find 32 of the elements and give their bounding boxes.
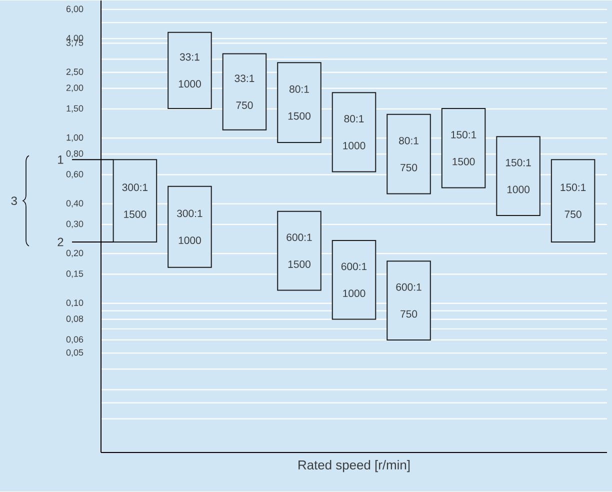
text: 80:1 750 [399,137,418,172]
y-tick-label: 0,40 [66,200,84,208]
y-tick-label: 6,00 [66,6,84,14]
text: 33:1 1000 [178,54,201,88]
y-tick-label: 1,00 [66,134,84,142]
y-tick-label: 0,20 [66,250,84,258]
text: 80:1 1000 [343,115,366,150]
text: 300:1 1500 [122,184,148,218]
y-tick-label: 0,80 [66,150,84,158]
text: 1 [58,156,64,164]
y-tick-label: 0,05 [66,350,84,357]
y-tick-label: 0,15 [66,270,84,278]
y-tick-label: 0,10 [66,300,84,308]
x-axis-title: Rated speed [r/min] [298,460,410,472]
y-tick-label: 2,00 [66,84,84,92]
text: 33:1 750 [234,74,254,110]
y-tick-label: 0,60 [66,171,84,179]
y-tick-label: 0,06 [66,336,84,344]
text: 600:1 1500 [286,234,312,268]
y-tick-label: 1,50 [66,105,84,113]
text: 150:1 750 [560,184,586,218]
y-tick-label: 0,08 [66,316,84,324]
text: 80:1 1500 [288,86,310,120]
y-tick-label: 0,30 [66,220,84,228]
text: 300:1 1000 [177,210,202,244]
text: 150:1 1000 [506,159,531,194]
text: 2 [58,238,64,246]
text: 150:1 1500 [451,131,476,166]
y-tick-label: 2,50 [66,68,84,76]
text: 600:1 1000 [341,262,367,298]
text: 3 [11,196,17,206]
text: 600:1 750 [396,284,422,318]
